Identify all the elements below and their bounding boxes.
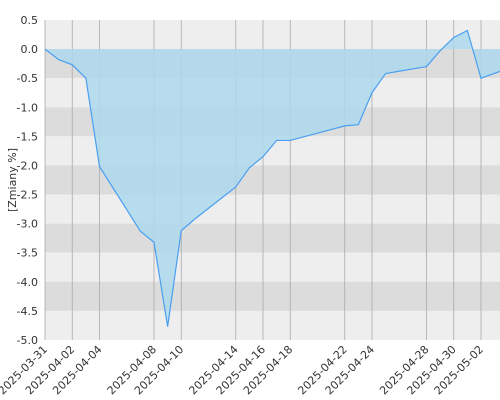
y-tick-label: 0.0: [21, 43, 39, 56]
y-tick-label: -1.5: [17, 130, 38, 143]
series-line: [44, 29, 500, 327]
series-area-layer: [45, 30, 500, 327]
y-tick-label: -2.5: [17, 189, 38, 202]
y-tick-label: -2.0: [17, 159, 38, 172]
y-tick-label: -4.5: [17, 305, 38, 318]
y-tick-label: -0.5: [17, 72, 38, 85]
y-tick-label: -3.0: [17, 218, 38, 231]
grid-band: [45, 20, 500, 50]
y-tick-label: -3.5: [17, 247, 38, 260]
series-area: [45, 30, 500, 327]
y-axis-title: [Zmiany %]: [6, 148, 19, 212]
grid-band: [45, 194, 500, 224]
y-tick-label: -5.0: [17, 334, 38, 347]
y-tick-labels: 0.5 0.0 -0.5 -1.0 -1.5 -2.0 -2.5 -3.0 -3.5 -4.0 -4…: [17, 14, 38, 347]
grid-band: [45, 281, 500, 311]
y-tick-label: -1.0: [17, 101, 38, 114]
grid-band: [45, 310, 500, 340]
y-tick-label: -4.0: [17, 276, 38, 289]
series-line-layer: [44, 29, 500, 327]
y-tick-label: 0.5: [21, 14, 39, 27]
grid-band: [45, 223, 500, 253]
grid-band: [45, 252, 500, 282]
